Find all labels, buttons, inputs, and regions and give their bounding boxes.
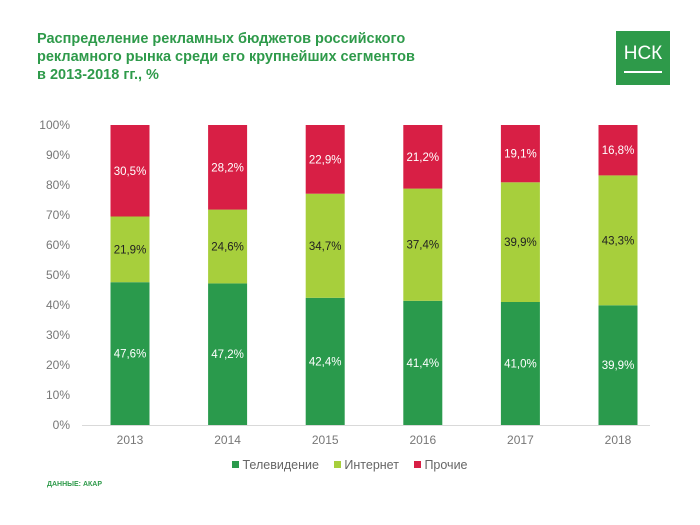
data-label: 21,9%: [114, 244, 147, 256]
y-tick-label: 50%: [46, 268, 70, 282]
data-label: 41,4%: [406, 358, 439, 370]
data-label: 42,4%: [309, 356, 342, 368]
y-tick-label: 10%: [46, 388, 70, 402]
y-tick-label: 80%: [46, 178, 70, 192]
data-label: 47,6%: [114, 349, 147, 361]
data-label: 24,6%: [211, 242, 244, 254]
legend-item-other: Прочие: [414, 458, 468, 472]
data-label: 37,4%: [406, 240, 439, 252]
legend: Телевидение Интернет Прочие: [0, 458, 700, 472]
legend-swatch: [414, 461, 422, 468]
y-tick-label: 90%: [46, 148, 70, 162]
title-line: рекламного рынка среди его крупнейших се…: [37, 49, 415, 65]
bar-segment: [403, 125, 443, 189]
bar-segment: [598, 125, 638, 176]
bar-segment: [110, 125, 150, 217]
y-tick-label: 20%: [46, 358, 70, 372]
data-label: 28,2%: [211, 162, 244, 174]
bar-segment: [305, 125, 345, 194]
bar-segment: [598, 305, 638, 425]
data-label: 39,9%: [504, 237, 537, 249]
legend-label: Телевидение: [242, 458, 319, 472]
legend-label: Прочие: [424, 458, 468, 472]
y-tick-label: 100%: [39, 118, 70, 132]
bar-segment: [208, 125, 248, 210]
data-label: 43,3%: [602, 235, 635, 247]
bar-segment: [500, 302, 540, 425]
x-tick-label: 2014: [214, 433, 241, 447]
x-tick-label: 2013: [117, 433, 144, 447]
logo-text: НСК: [623, 43, 663, 64]
bar-segment: [208, 283, 248, 425]
x-tick-label: 2015: [312, 433, 339, 447]
bar-segment: [403, 188, 443, 301]
data-label: 21,2%: [406, 152, 439, 164]
y-tick-label: 0%: [53, 418, 71, 432]
bar-segment: [110, 216, 150, 283]
bar-segment: [403, 300, 443, 425]
x-tick-label: 2018: [605, 433, 632, 447]
nsk-logo: НСК: [616, 31, 670, 85]
data-label: 19,1%: [504, 149, 537, 161]
bar-segment: [305, 297, 345, 425]
data-label: 22,9%: [309, 154, 342, 166]
data-label: 34,7%: [309, 241, 342, 253]
chart-title: Распределение рекламных бюджетов российс…: [37, 30, 577, 84]
y-tick-label: 60%: [46, 238, 70, 252]
title-line: в 2013-2018 гг., %: [37, 67, 159, 83]
x-tick-label: 2016: [409, 433, 436, 447]
title-line: Распределение рекламных бюджетов российс…: [37, 31, 406, 47]
legend-item-internet: Интернет: [334, 458, 399, 472]
bar-segment: [208, 209, 248, 284]
data-label: 47,2%: [211, 349, 244, 361]
legend-label: Интернет: [344, 458, 399, 472]
bar-segment: [500, 125, 540, 183]
bar-segment: [500, 182, 540, 302]
y-tick-label: 70%: [46, 208, 70, 222]
y-tick-label: 40%: [46, 298, 70, 312]
y-tick-label: 30%: [46, 328, 70, 342]
x-tick-label: 2017: [507, 433, 534, 447]
legend-item-tv: Телевидение: [232, 458, 319, 472]
bar-segment: [305, 193, 345, 298]
data-label: 39,9%: [602, 360, 635, 372]
bar-segment: [598, 175, 638, 306]
data-label: 41,0%: [504, 359, 537, 371]
bar-segment: [110, 282, 150, 425]
data-label: 16,8%: [602, 145, 635, 157]
legend-swatch: [334, 461, 342, 468]
data-label: 30,5%: [114, 166, 147, 178]
source-note: ДАННЫЕ: АКАР: [47, 481, 103, 488]
legend-swatch: [232, 461, 240, 468]
